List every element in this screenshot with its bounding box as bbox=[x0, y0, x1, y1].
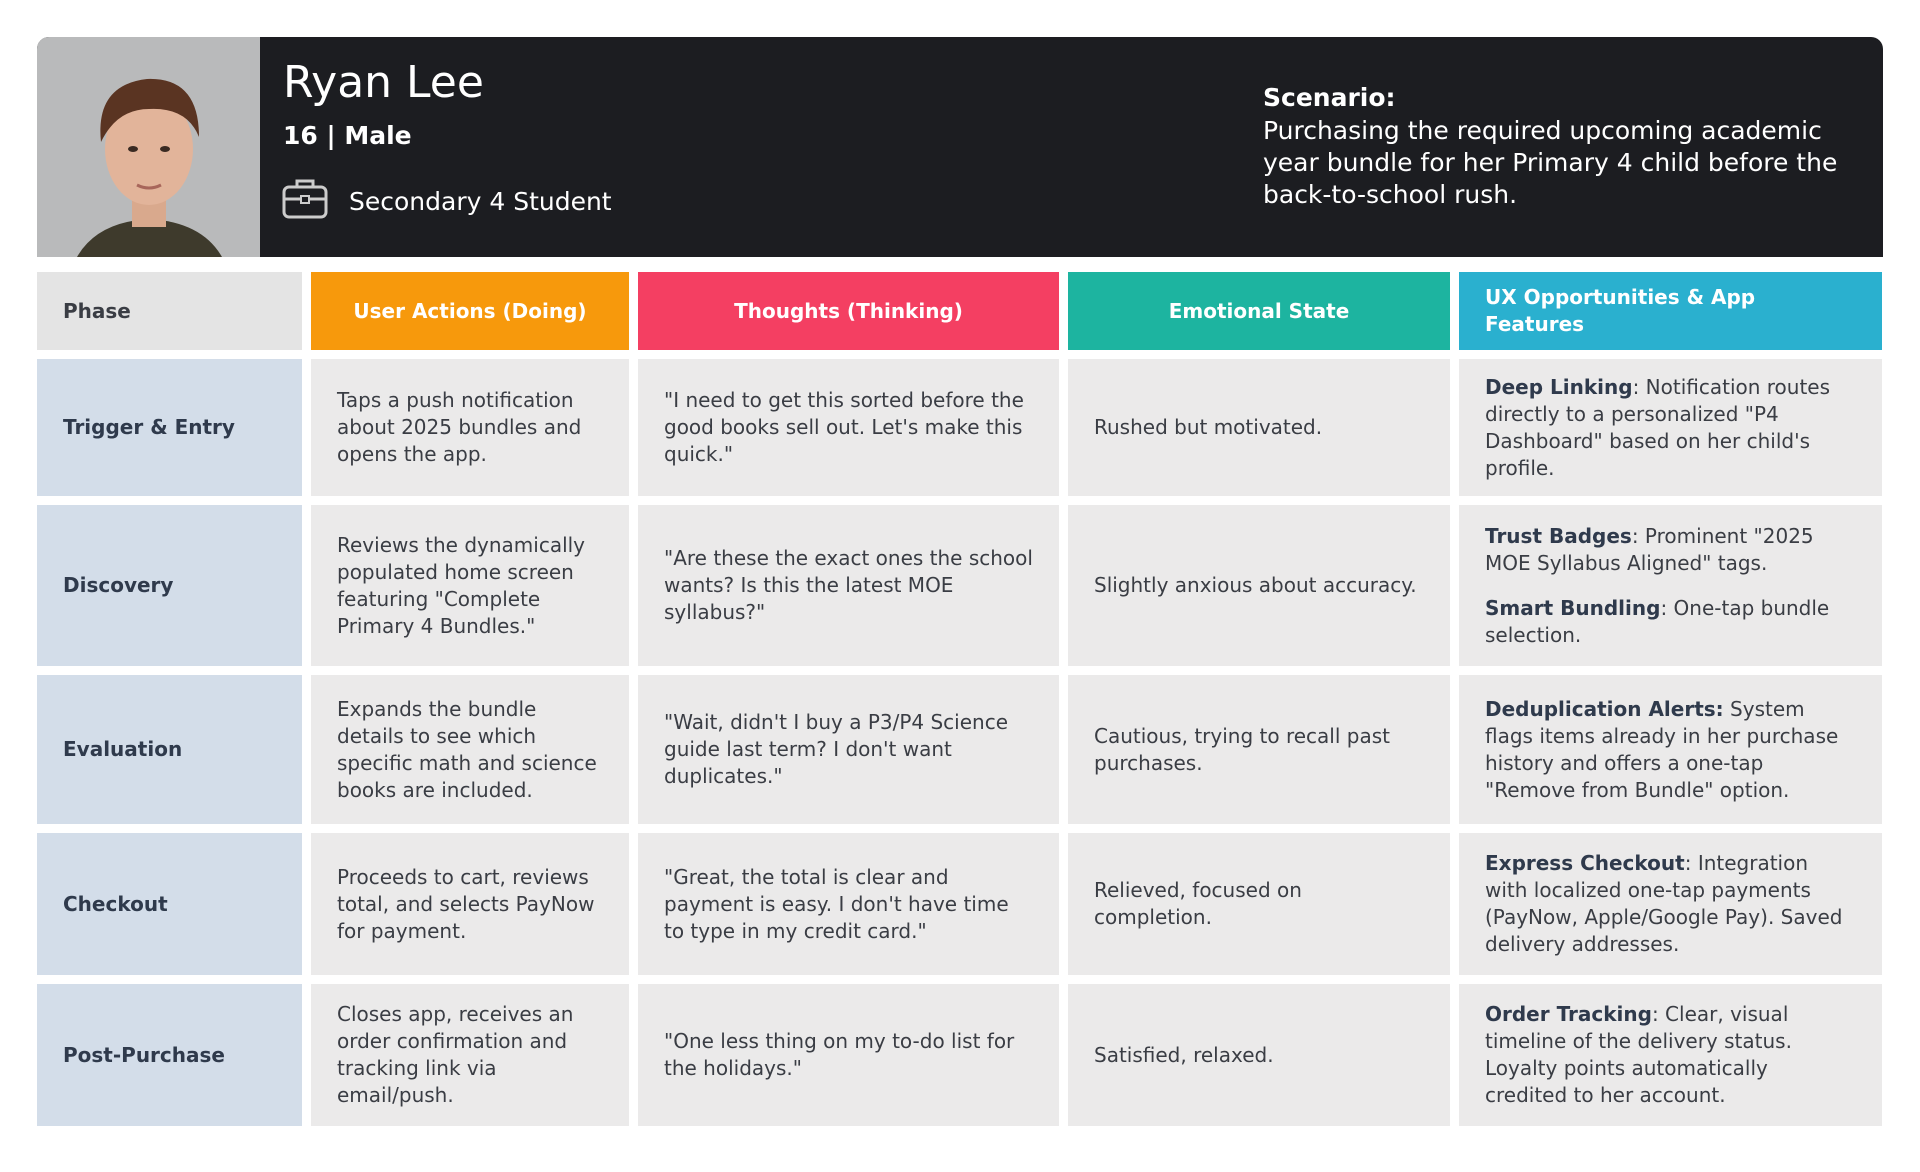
emotion-cell: Slightly anxious about accuracy. bbox=[1068, 505, 1450, 666]
briefcase-icon bbox=[282, 179, 328, 219]
actions-cell: Taps a push notification about 2025 bund… bbox=[311, 359, 629, 496]
scenario-label: Scenario: bbox=[1263, 83, 1396, 112]
phase-cell: Post-Purchase bbox=[37, 984, 302, 1126]
ux-cell: Order Tracking: Clear, visual timeline o… bbox=[1459, 984, 1882, 1126]
persona-age-gender: 16 | Male bbox=[283, 121, 412, 150]
column-header: Thoughts (Thinking) bbox=[638, 272, 1059, 350]
actions-cell: Expands the bundle details to see which … bbox=[311, 675, 629, 824]
ux-item: Deduplication Alerts: System flags items… bbox=[1485, 696, 1856, 804]
phase-cell: Evaluation bbox=[37, 675, 302, 824]
thoughts-cell: "Are these the exact ones the school wan… bbox=[638, 505, 1059, 666]
persona-name: Ryan Lee bbox=[283, 57, 484, 108]
ux-text: System flags items already in her purcha… bbox=[1485, 696, 1839, 802]
emotion-cell: Relieved, focused on completion. bbox=[1068, 833, 1450, 975]
thoughts-cell: "One less thing on my to-do list for the… bbox=[638, 984, 1059, 1126]
actions-cell: Closes app, receives an order confirmati… bbox=[311, 984, 629, 1126]
ux-item: Deep Linking: Notification routes direct… bbox=[1485, 374, 1856, 482]
column-header: User Actions (Doing) bbox=[311, 272, 629, 350]
scenario-text: Purchasing the required upcoming academi… bbox=[1263, 116, 1838, 209]
column-header: Emotional State bbox=[1068, 272, 1450, 350]
ux-title: Order Tracking bbox=[1485, 1002, 1652, 1026]
emotion-cell: Rushed but motivated. bbox=[1068, 359, 1450, 496]
actions-cell: Reviews the dynamically populated home s… bbox=[311, 505, 629, 666]
ux-title: Smart Bundling bbox=[1485, 595, 1661, 620]
journey-table: Phase User Actions (Doing) Thoughts (Think… bbox=[37, 272, 1883, 1126]
actions-cell: Proceeds to cart, reviews total, and sel… bbox=[311, 833, 629, 975]
thoughts-cell: "I need to get this sorted before the go… bbox=[638, 359, 1059, 496]
phase-cell: Discovery bbox=[37, 505, 302, 666]
ux-title: Deduplication Alerts: bbox=[1485, 696, 1724, 721]
emotion-cell: Cautious, trying to recall past purchase… bbox=[1068, 675, 1450, 824]
ux-cell: Deduplication Alerts: System flags items… bbox=[1459, 675, 1882, 824]
ux-cell: Deep Linking: Notification routes direct… bbox=[1459, 359, 1882, 496]
ux-title: Trust Badges bbox=[1485, 523, 1632, 548]
ux-cell: Express Checkout: Integration with local… bbox=[1459, 833, 1882, 975]
ux-text: : Notification routes directly to a pers… bbox=[1485, 374, 1831, 480]
phase-cell: Trigger & Entry bbox=[37, 359, 302, 496]
ux-item: Smart Bundling: One-tap bundle selection… bbox=[1485, 595, 1856, 649]
ux-item: Order Tracking: Clear, visual timeline o… bbox=[1485, 1001, 1856, 1109]
thoughts-cell: "Wait, didn't I buy a P3/P4 Science guid… bbox=[638, 675, 1059, 824]
ux-title: Express Checkout bbox=[1485, 851, 1685, 875]
ux-text: : One-tap bundle selection. bbox=[1485, 595, 1830, 647]
emotion-cell: Satisfied, relaxed. bbox=[1068, 984, 1450, 1126]
column-header: UX Opportunities & App Features bbox=[1459, 272, 1882, 350]
ux-text: : Clear, visual timeline of the delivery… bbox=[1485, 1002, 1792, 1107]
phase-cell: Checkout bbox=[37, 833, 302, 975]
ux-cell: Trust Badges: Prominent "2025 MOE Syllab… bbox=[1459, 505, 1882, 666]
ux-item: Trust Badges: Prominent "2025 MOE Syllab… bbox=[1485, 523, 1856, 577]
persona-header: Ryan Lee 16 | Male Secondary 4 Student S… bbox=[37, 37, 1883, 257]
persona-photo bbox=[37, 37, 260, 257]
ux-item: Express Checkout: Integration with local… bbox=[1485, 850, 1856, 958]
thoughts-cell: "Great, the total is clear and payment i… bbox=[638, 833, 1059, 975]
persona-role: Secondary 4 Student bbox=[349, 187, 612, 216]
ux-title: Deep Linking bbox=[1485, 374, 1633, 399]
ux-text: : Prominent "2025 MOE Syllabus Aligned" … bbox=[1485, 523, 1814, 575]
ux-text: : Integration with localized one-tap pay… bbox=[1485, 851, 1843, 956]
column-header: Phase bbox=[37, 272, 302, 350]
